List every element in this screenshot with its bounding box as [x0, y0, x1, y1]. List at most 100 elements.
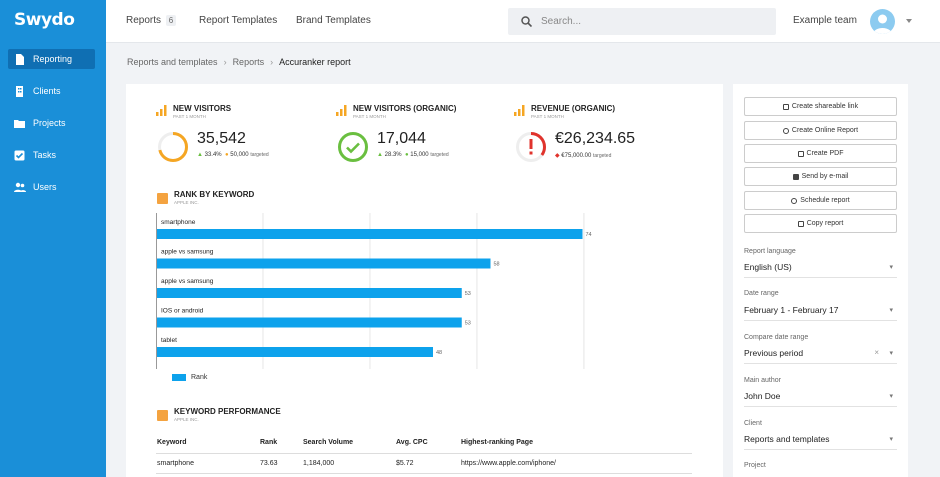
- breadcrumb-item[interactable]: Reports: [232, 57, 265, 67]
- sidebar-item-label: Reporting: [33, 54, 73, 64]
- divider: [156, 453, 692, 454]
- sidebar: Swydo Reporting Clients Projects Tasks U…: [0, 0, 106, 477]
- field-label: Main author: [744, 377, 781, 384]
- clock-icon: [791, 197, 798, 204]
- divider: [156, 473, 692, 474]
- check-ring-icon: [338, 132, 368, 162]
- field-value: John Doe: [744, 391, 781, 401]
- sidebar-item-label: Tasks: [33, 150, 57, 160]
- kpi-change: 28.3%: [384, 152, 402, 158]
- sidebar-item-label: Users: [33, 182, 57, 192]
- section-subtitle: APPLE INC.: [174, 200, 199, 205]
- tab-brand-templates[interactable]: Brand Templates: [296, 15, 371, 26]
- search-icon: [521, 16, 532, 27]
- bar[interactable]: [157, 347, 433, 357]
- compare-date-range-select[interactable]: Previous period × ▾: [744, 348, 897, 364]
- client-select[interactable]: Reports and templates ▾: [744, 434, 897, 450]
- chevron-down-icon[interactable]: [906, 19, 912, 23]
- chevron-right-icon: ›: [270, 57, 274, 67]
- target-dot-icon: ●: [404, 152, 409, 158]
- kpi-card[interactable]: NEW VISITORS PAST 1 MONTH 35,542 ▲ 33.4%…: [156, 102, 331, 172]
- button-label: Create shareable link: [791, 103, 859, 110]
- count-badge: 6: [165, 15, 177, 26]
- bar[interactable]: [157, 258, 491, 269]
- search-input[interactable]: Search...: [508, 8, 776, 35]
- ring-progress: [516, 132, 546, 162]
- column-header[interactable]: Highest-ranking Page: [461, 439, 533, 446]
- date-range-select[interactable]: February 1 - February 17 ▾: [744, 305, 897, 321]
- main-author-select[interactable]: John Doe ▾: [744, 391, 897, 407]
- schedule-report-button[interactable]: Schedule report: [744, 191, 897, 210]
- kpi-meta: ▲ 28.3% ● 15,000 targeted: [377, 152, 449, 158]
- button-label: Send by e-mail: [801, 173, 849, 180]
- bar[interactable]: [157, 229, 583, 239]
- rank-bar-chart: smartphone 74 apple vs samsung 58 apple vs s…: [156, 213, 592, 369]
- field-value: Reports and templates: [744, 434, 830, 444]
- report-canvas: NEW VISITORS PAST 1 MONTH 35,542 ▲ 33.4%…: [126, 84, 723, 477]
- arrow-up-icon: ▲: [377, 152, 383, 158]
- table-cell: 1,184,000: [303, 460, 335, 467]
- copy-icon: [797, 220, 804, 227]
- category-label: apple vs samsung: [161, 249, 214, 256]
- target-dot-icon: ●: [224, 152, 229, 158]
- kpi-target-label: targeted: [250, 152, 269, 158]
- kpi-card[interactable]: REVENUE (ORGANIC) PAST 1 MONTH €26,234.6…: [514, 102, 689, 172]
- team-selector[interactable]: Example team: [793, 15, 857, 26]
- field-label: Project: [744, 462, 766, 469]
- users-icon: [14, 182, 26, 193]
- kpi-card[interactable]: NEW VISITORS (ORGANIC) PAST 1 MONTH 17,0…: [336, 102, 511, 172]
- create-shareable-link-button[interactable]: Create shareable link: [744, 97, 897, 116]
- tab-report-templates[interactable]: Report Templates: [199, 15, 278, 26]
- exclamation-mark: [529, 139, 533, 149]
- swydo-logo[interactable]: Swydo: [14, 10, 75, 30]
- sidebar-item-clients[interactable]: Clients: [8, 81, 95, 101]
- sidebar-item-users[interactable]: Users: [8, 177, 95, 197]
- section-title: KEYWORD PERFORMANCE: [174, 407, 281, 416]
- category-label: tablet: [161, 337, 177, 344]
- chevron-down-icon: ▾: [889, 350, 893, 357]
- kpi-meta: ▲ 33.4% ● 50,000 targeted: [197, 152, 269, 158]
- chevron-down-icon: ▾: [889, 393, 893, 400]
- create-online-report-button[interactable]: Create Online Report: [744, 121, 897, 140]
- kpi-target-label: targeted: [430, 152, 449, 158]
- column-header[interactable]: Keyword: [157, 439, 187, 446]
- kpi-title: NEW VISITORS (ORGANIC): [353, 104, 457, 113]
- copy-report-button[interactable]: Copy report: [744, 214, 897, 233]
- bar[interactable]: [157, 288, 462, 298]
- bar-chart-icon: [336, 105, 347, 116]
- kpi-target: 50,000: [230, 152, 249, 158]
- breadcrumb-item[interactable]: Reports and templates: [127, 57, 218, 67]
- table-cell[interactable]: https://www.apple.com/iphone/: [461, 460, 556, 467]
- table-section-icon: [157, 410, 168, 421]
- tab-reports[interactable]: Reports 6: [126, 15, 177, 26]
- sidebar-item-reporting[interactable]: Reporting: [8, 49, 95, 69]
- field-label: Compare date range: [744, 334, 809, 341]
- category-label: smartphone: [161, 219, 196, 226]
- legend-swatch: [172, 374, 186, 381]
- chart-legend: Rank: [172, 374, 207, 381]
- chart-section-icon: [157, 193, 168, 204]
- field-value: February 1 - February 17: [744, 305, 839, 315]
- field-label: Report language: [744, 248, 796, 255]
- column-header[interactable]: Avg. CPC: [396, 439, 428, 446]
- bar[interactable]: [157, 317, 462, 328]
- table-cell: 73.63: [260, 460, 278, 467]
- sidebar-item-tasks[interactable]: Tasks: [8, 145, 95, 165]
- section-title: RANK BY KEYWORD: [174, 190, 255, 199]
- kpi-target: €75,000.00: [561, 153, 592, 159]
- ring-progress: [158, 132, 188, 162]
- create-pdf-button[interactable]: Create PDF: [744, 144, 897, 163]
- send-by-email-button[interactable]: Send by e-mail: [744, 167, 897, 186]
- column-header[interactable]: Rank: [260, 439, 278, 446]
- chevron-down-icon: ▾: [889, 436, 893, 443]
- sidebar-item-projects[interactable]: Projects: [8, 113, 95, 133]
- avatar[interactable]: [870, 9, 895, 34]
- data-label: 58: [494, 262, 500, 268]
- kpi-meta: ◆ €75,000.00 targeted: [555, 152, 611, 159]
- data-label: 48: [436, 350, 442, 356]
- search-placeholder: Search...: [541, 16, 582, 27]
- column-header[interactable]: Search Volume: [303, 439, 354, 446]
- clear-icon[interactable]: ×: [874, 348, 879, 357]
- chevron-down-icon: ▾: [889, 307, 893, 314]
- report-language-select[interactable]: English (US) ▾: [744, 262, 897, 278]
